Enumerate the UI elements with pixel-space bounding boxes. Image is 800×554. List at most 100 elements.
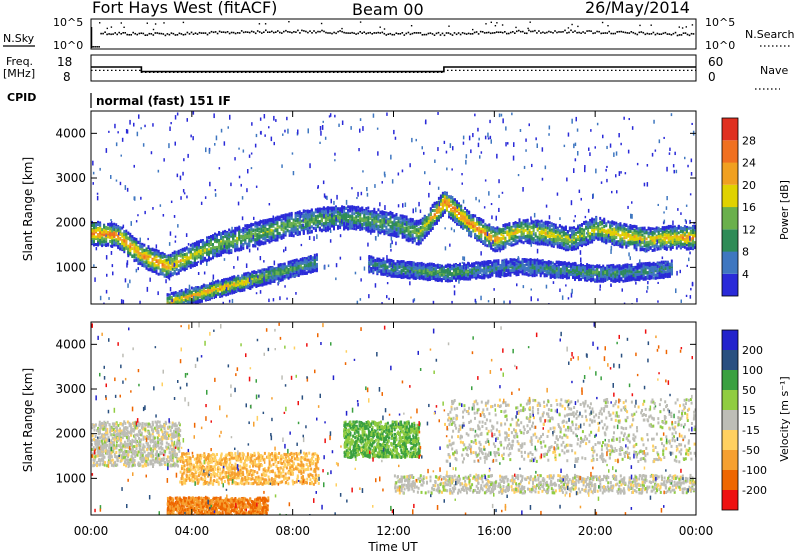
power-cell bbox=[542, 242, 545, 246]
nsky-point bbox=[684, 32, 687, 34]
power-cell bbox=[550, 242, 553, 246]
power-cell bbox=[405, 215, 408, 219]
power-cell bbox=[607, 239, 610, 243]
nsky-point bbox=[682, 32, 685, 34]
nave-label: Nave bbox=[760, 64, 788, 77]
power-cell bbox=[577, 237, 579, 241]
power-cell bbox=[591, 225, 594, 229]
power-cell bbox=[232, 239, 235, 243]
power-cell bbox=[571, 239, 573, 243]
power-cell bbox=[266, 228, 269, 231]
power-cell bbox=[224, 230, 227, 234]
power-cell bbox=[351, 225, 354, 229]
nsky-point bbox=[672, 32, 675, 35]
nsky-point bbox=[538, 30, 540, 32]
power-cell bbox=[504, 245, 507, 249]
power-cell bbox=[476, 227, 479, 231]
power-cell bbox=[482, 219, 485, 223]
power-cell bbox=[573, 241, 575, 245]
power-cell bbox=[171, 257, 174, 261]
power-cell bbox=[583, 233, 586, 237]
power-cell bbox=[331, 210, 333, 214]
power-cell bbox=[560, 230, 563, 234]
power-cell bbox=[234, 231, 237, 235]
power-cell bbox=[365, 212, 368, 216]
power-cell bbox=[443, 197, 446, 201]
power-cell bbox=[95, 225, 97, 229]
nsky-point bbox=[194, 32, 197, 34]
power-cell bbox=[470, 233, 473, 237]
power-cell bbox=[593, 218, 596, 222]
power-cell bbox=[450, 216, 452, 220]
power-cell bbox=[113, 228, 116, 232]
nsky-point bbox=[377, 31, 379, 34]
power-cell bbox=[214, 246, 216, 250]
power-cell bbox=[145, 251, 148, 255]
power-cell bbox=[276, 217, 279, 221]
power-cell bbox=[139, 256, 142, 260]
nsky-point bbox=[232, 31, 235, 34]
power-cell bbox=[397, 222, 400, 226]
nsky-point bbox=[313, 30, 315, 32]
power-cell bbox=[268, 235, 271, 239]
power-cell bbox=[127, 244, 130, 248]
nsky-point bbox=[192, 33, 195, 35]
power-cell bbox=[425, 219, 428, 223]
power-cell bbox=[262, 242, 265, 246]
nsky-point bbox=[395, 32, 398, 34]
power-cell bbox=[129, 242, 132, 246]
power-cell bbox=[480, 238, 483, 241]
nsky-point bbox=[431, 33, 434, 35]
power-cell bbox=[530, 219, 533, 223]
power-cell bbox=[603, 221, 606, 225]
power-cell bbox=[411, 226, 414, 230]
power-cell bbox=[528, 235, 531, 239]
power-cell bbox=[256, 225, 259, 229]
power-cell bbox=[308, 229, 311, 233]
power-cell bbox=[409, 217, 412, 221]
power-cell bbox=[316, 216, 319, 220]
power-cell bbox=[302, 214, 305, 217]
power-cell bbox=[496, 232, 499, 236]
power-cell bbox=[127, 251, 130, 255]
power-cell bbox=[407, 226, 410, 230]
power-cell bbox=[121, 240, 124, 244]
power-cell bbox=[502, 245, 505, 249]
power-cell bbox=[391, 233, 394, 237]
power-cell bbox=[488, 236, 491, 240]
nsky-point bbox=[632, 31, 635, 34]
power-cell bbox=[383, 230, 386, 234]
power-cell bbox=[177, 269, 180, 272]
power-cell bbox=[189, 250, 192, 254]
power-cell bbox=[538, 232, 541, 236]
power-cell bbox=[520, 226, 523, 230]
power-cell bbox=[425, 222, 428, 225]
power-cell bbox=[282, 229, 285, 233]
power-cell bbox=[425, 216, 428, 219]
power-cell bbox=[189, 263, 192, 267]
power-cell bbox=[373, 213, 376, 217]
power-cell bbox=[597, 237, 600, 241]
power-cell bbox=[498, 231, 501, 235]
power-cell bbox=[583, 240, 586, 244]
power-cell bbox=[488, 241, 491, 245]
nsky-point bbox=[562, 31, 564, 33]
power-cell bbox=[306, 227, 309, 230]
nsky-outlier bbox=[120, 22, 122, 24]
power-cell bbox=[137, 249, 140, 253]
power-cell bbox=[534, 219, 537, 223]
power-cell bbox=[466, 210, 469, 213]
power-cell bbox=[343, 206, 346, 210]
power-cell bbox=[167, 258, 170, 262]
nsky-point bbox=[148, 32, 151, 35]
power-cell bbox=[429, 217, 432, 221]
power-cell bbox=[508, 232, 511, 236]
power-cell bbox=[165, 254, 168, 258]
power-cell bbox=[284, 218, 287, 222]
power-cell bbox=[155, 249, 158, 252]
power-cell bbox=[552, 223, 555, 227]
nsky-point bbox=[544, 32, 546, 34]
power-cell bbox=[169, 265, 172, 269]
power-cell bbox=[343, 224, 346, 228]
power-cell bbox=[145, 264, 148, 268]
